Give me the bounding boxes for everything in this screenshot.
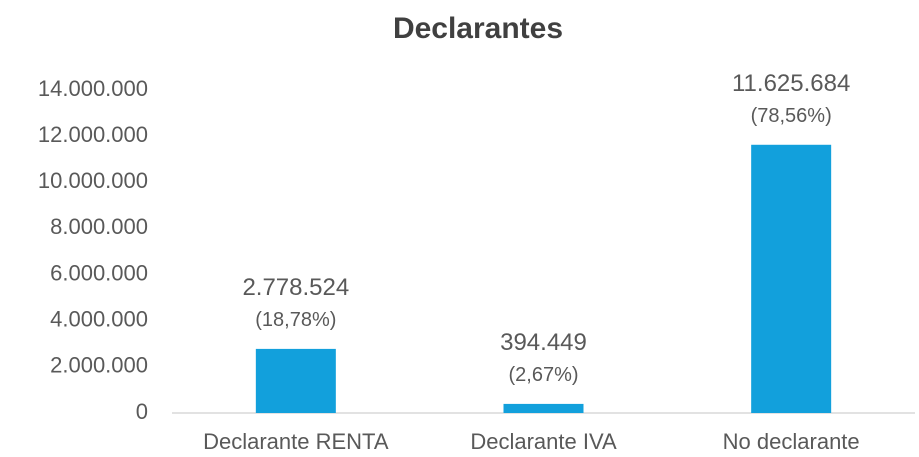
y-tick-label: 12.000.000	[38, 122, 148, 147]
y-tick-label: 8.000.000	[50, 214, 148, 239]
x-tick-label: Declarante IVA	[470, 429, 617, 454]
percent-label: (2,67%)	[508, 364, 578, 386]
value-label: 394.449	[500, 329, 587, 356]
y-tick-label: 0	[136, 399, 148, 424]
x-tick-label: Declarante RENTA	[203, 429, 389, 454]
y-tick-label: 4.000.000	[50, 307, 148, 332]
y-tick-label: 6.000.000	[50, 260, 148, 285]
value-label: 11.625.684	[732, 70, 850, 97]
bar	[503, 403, 584, 413]
y-tick-label: 2.000.000	[50, 353, 148, 378]
x-tick-label: No declarante	[723, 429, 860, 454]
value-label: 2.778.524	[242, 274, 349, 301]
percent-label: (18,78%)	[255, 309, 336, 331]
bar	[255, 348, 336, 413]
percent-label: (78,56%)	[751, 105, 832, 127]
y-tick-label: 10.000.000	[38, 168, 148, 193]
y-tick-label: 14.000.000	[38, 76, 148, 101]
bar	[751, 144, 832, 413]
chart-title: Declarantes	[393, 12, 563, 45]
